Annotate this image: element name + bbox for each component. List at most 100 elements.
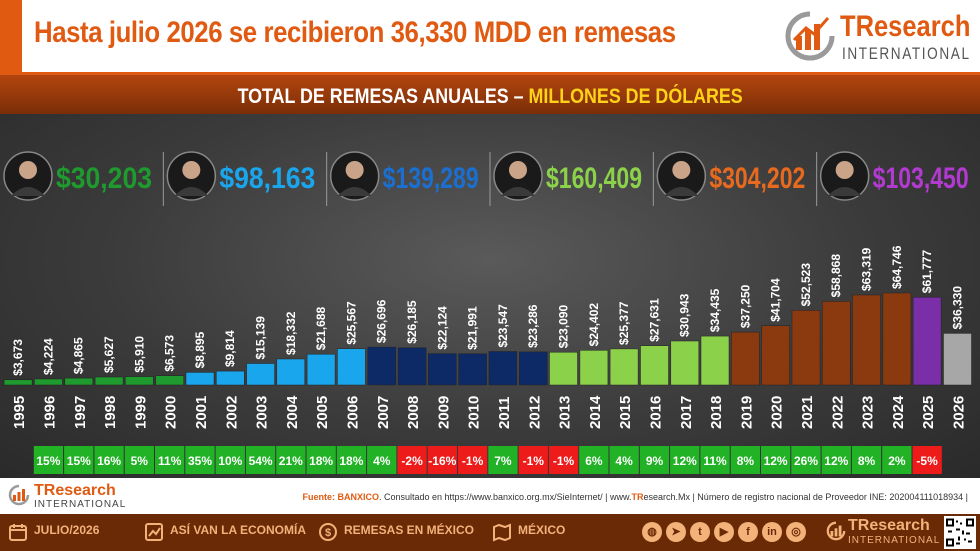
value-label-2015: $25,377: [617, 301, 631, 345]
pct-cell-2023: [851, 446, 882, 474]
bar-2010: [458, 353, 487, 386]
pct-label-2000: 11%: [158, 454, 182, 468]
pct-cell-2018: [700, 446, 730, 474]
year-label-2020: 2020: [769, 396, 786, 429]
bottom-logo-subtitle: INTERNATIONAL: [848, 535, 941, 546]
pct-cell-2009: [427, 446, 457, 474]
president-total-4: $160,409: [546, 162, 642, 195]
brand-subtitle: INTERNATIONAL: [842, 44, 971, 63]
pct-cell-2012: [518, 446, 548, 474]
header-accent: [0, 0, 22, 72]
value-label-2023: $63,319: [860, 247, 874, 291]
bar-2009: [428, 353, 457, 386]
pct-label-2015: 4%: [615, 454, 633, 468]
year-label-1999: 1999: [132, 396, 149, 429]
value-label-1999: $5,910: [132, 336, 146, 373]
pct-label-1999: 5%: [131, 454, 149, 468]
bottom-logo-icon: [826, 521, 846, 541]
globe-icon[interactable]: ◍: [642, 522, 662, 542]
pct-label-2004: 21%: [279, 454, 303, 468]
bar-2011: [488, 351, 518, 386]
year-label-2011: 2011: [496, 396, 513, 429]
bar-2005: [306, 353, 336, 386]
pct-cell-2005: [306, 446, 336, 474]
telegram-icon[interactable]: ➤: [666, 522, 686, 542]
pct-label-1998: 16%: [97, 454, 121, 468]
bar-2023: [852, 294, 881, 386]
bar-1996: [34, 378, 63, 386]
facebook-icon[interactable]: f: [738, 522, 758, 542]
portrait-3-icon-body: [337, 187, 372, 196]
calendar-icon: [9, 524, 27, 541]
pct-cell-2019: [730, 446, 760, 474]
twitter-icon[interactable]: t: [690, 522, 710, 542]
pct-cell-2016: [639, 446, 670, 474]
year-label-2004: 2004: [284, 395, 301, 429]
qr-code-icon: [944, 516, 976, 549]
remittance-icon: $: [319, 523, 337, 541]
year-label-2026: 2026: [950, 396, 967, 429]
youtube-icon[interactable]: ▶: [714, 522, 734, 542]
bottom-logo-name: TResearch: [848, 517, 930, 534]
year-label-2015: 2015: [617, 396, 634, 429]
map-icon: [493, 523, 511, 542]
value-label-2022: $58,868: [829, 254, 843, 298]
pct-cell-1996: [33, 446, 64, 474]
bar-2017: [670, 340, 700, 386]
bar-2025: [912, 296, 942, 386]
year-label-2002: 2002: [223, 396, 240, 429]
pct-label-1996: 15%: [36, 454, 60, 468]
value-label-1998: $5,627: [102, 336, 116, 373]
year-label-2021: 2021: [799, 396, 816, 429]
pct-cell-2000: [155, 446, 185, 474]
pct-cell-2004: [276, 446, 306, 474]
pct-label-2012: -1%: [523, 454, 545, 468]
value-label-2026: $36,330: [950, 286, 964, 330]
remittance-chart: $30,203 $98,163 $139,289 $160,409 $304,202 $1…: [3, 151, 972, 474]
year-label-1997: 1997: [72, 396, 89, 429]
pct-change-row: 15% 15% 16% 5% 11% 35% 10% 54% 21% 18% 18% 4% -2% -16…: [33, 446, 942, 474]
pct-label-2002: 10%: [218, 454, 242, 468]
bar-2006: [337, 348, 366, 386]
portrait-1-icon-body: [11, 187, 45, 196]
pct-cell-2008: [397, 446, 427, 474]
pct-label-2007: 4%: [373, 454, 391, 468]
pct-label-2021: 26%: [794, 454, 818, 468]
value-label-2020: $41,704: [769, 278, 783, 322]
pct-label-2005: 18%: [309, 454, 333, 468]
pct-label-2020: 12%: [764, 454, 788, 468]
pct-label-2014: 6%: [585, 454, 603, 468]
portrait-6-icon-face: [835, 161, 854, 179]
value-label-2025: $61,777: [920, 250, 934, 294]
pct-cell-1997: [64, 446, 94, 474]
value-label-1995: $3,673: [11, 339, 25, 376]
instagram-icon[interactable]: ◎: [786, 522, 806, 542]
portrait-2-icon-face: [182, 161, 201, 179]
bottom-bar: JULIO/2026 ASÍ VAN LA ECONOMÍA $ REMESAS…: [0, 514, 980, 551]
year-label-2008: 2008: [405, 396, 422, 429]
value-label-2012: $23,286: [526, 304, 540, 348]
value-label-2010: $21,991: [466, 306, 480, 350]
year-labels: 1995 1996 1997 1998 1999 2000 2001 2002 2003 2004…: [11, 395, 967, 429]
value-label-2003: $15,139: [254, 316, 268, 360]
portrait-5-icon-body: [664, 187, 699, 196]
pct-cell-2002: [215, 446, 245, 474]
value-label-2005: $21,688: [314, 306, 328, 350]
pct-cell-2024: [882, 446, 912, 474]
value-label-2007: $26,696: [375, 299, 389, 343]
linkedin-icon[interactable]: in: [762, 522, 782, 542]
bar-2001: [185, 372, 215, 386]
year-label-1996: 1996: [41, 396, 58, 429]
year-label-2001: 2001: [193, 396, 210, 429]
year-label-2023: 2023: [860, 396, 877, 429]
value-label-2013: $23,090: [557, 304, 571, 348]
chart-title: TOTAL DE REMESAS ANUALES – MILLONES DE D…: [237, 85, 743, 108]
pct-label-2019: 8%: [737, 454, 755, 468]
bar-2003: [246, 363, 275, 386]
bar-2015: [609, 348, 639, 386]
bars: [3, 292, 972, 386]
year-label-2017: 2017: [678, 396, 695, 429]
pct-cell-2017: [670, 446, 700, 474]
portrait-3-icon-face: [345, 161, 364, 179]
value-label-2011: $23,547: [496, 304, 510, 348]
